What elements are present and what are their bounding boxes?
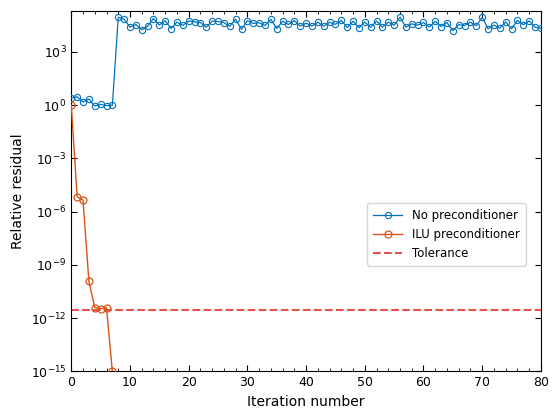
ILU preconditioner [74,194,81,199]
Tolerance [68,307,74,312]
ILU preconditioner [86,279,92,284]
No preconditioner [502,19,509,24]
ILU preconditioner [97,306,104,311]
Line: No preconditioner: No preconditioner [68,14,544,109]
No preconditioner [338,18,344,23]
ILU preconditioner [115,374,122,379]
No preconditioner [538,26,544,31]
ILU preconditioner [109,369,116,374]
ILU preconditioner [68,102,74,108]
No preconditioner [373,18,380,24]
No preconditioner [68,96,74,101]
No preconditioner [91,103,98,108]
Legend: No preconditioner, ILU preconditioner, Tolerance: No preconditioner, ILU preconditioner, T… [367,203,526,266]
ILU preconditioner [91,305,98,310]
Y-axis label: Relative residual: Relative residual [11,134,25,249]
No preconditioner [115,15,122,20]
Tolerance [74,307,81,312]
X-axis label: Iteration number: Iteration number [248,395,365,409]
ILU preconditioner [103,305,110,310]
No preconditioner [485,26,492,32]
ILU preconditioner [80,197,86,202]
Line: ILU preconditioner: ILU preconditioner [68,102,122,380]
No preconditioner [461,23,468,28]
No preconditioner [426,24,433,29]
